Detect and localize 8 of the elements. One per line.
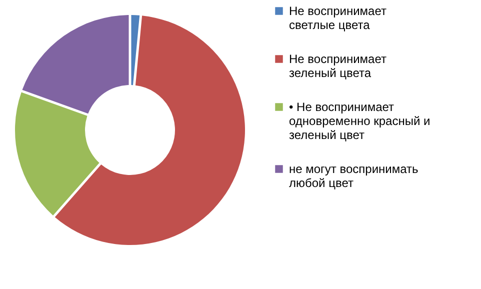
- donut-slice: [54, 16, 245, 245]
- legend-label: не могут воспринимать любой цвет: [289, 162, 418, 190]
- legend-label: Не воспринимает зеленый цвета: [289, 52, 387, 80]
- donut-slice: [131, 15, 140, 86]
- legend-label: Не воспринимает светлые цвета: [289, 4, 387, 32]
- legend-label: • Не воспринимает одновременно красный и зеленый цвет: [289, 100, 430, 142]
- donut-slice: [15, 92, 100, 216]
- donut-slice: [22, 15, 129, 114]
